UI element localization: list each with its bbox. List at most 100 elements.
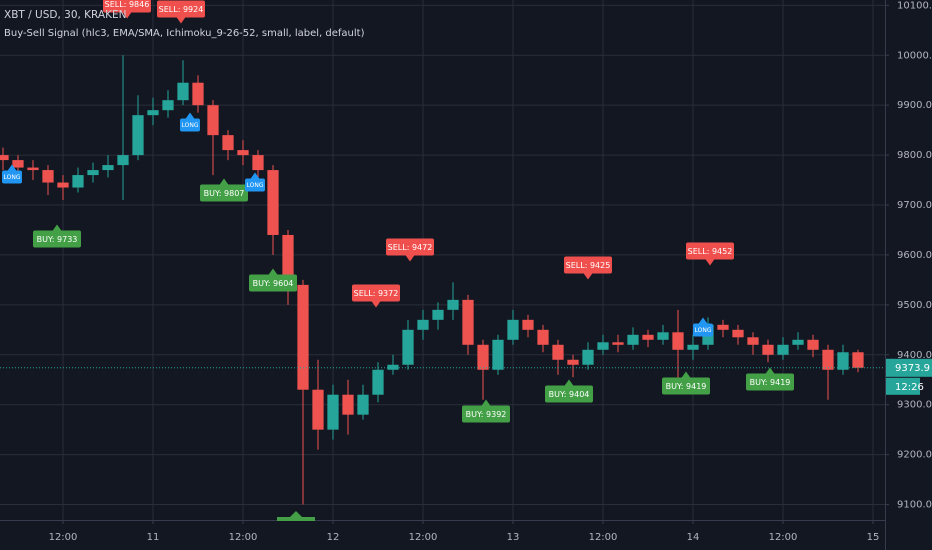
y-tick-label: 9300.0 — [897, 400, 932, 411]
axes: 9100.0 9200.0 9300.0 9400.0 9500.0 9600.0 9700… — [49, 0, 932, 543]
chart-title: XBT / USD, 30, KRAKEN — [4, 9, 126, 21]
candle-body — [27, 167, 39, 171]
signal-pointer — [268, 268, 278, 276]
candle-body — [357, 394, 369, 415]
signal-pointer — [705, 258, 715, 266]
candle-body — [642, 334, 654, 340]
x-tick-label: 15 — [867, 532, 880, 543]
signal-box — [746, 373, 794, 391]
candle-body — [537, 329, 549, 345]
candles — [0, 55, 885, 505]
candle-body — [717, 324, 729, 330]
candle-body — [42, 170, 54, 183]
candle-body — [207, 105, 219, 136]
signal-box — [545, 385, 593, 403]
signal-label: BUY: 9733 — [37, 235, 78, 244]
signal-pointer — [122, 11, 132, 19]
candle-body — [597, 342, 609, 350]
signal-box — [180, 118, 200, 132]
signal-box — [200, 184, 248, 202]
signal-box — [662, 377, 710, 395]
candle-body — [507, 319, 519, 340]
candle-body — [462, 299, 474, 345]
candle-body — [732, 329, 744, 338]
y-tick-label: 10000.0 — [897, 50, 932, 61]
candle-body — [0, 155, 9, 161]
signal-pointer — [185, 112, 195, 120]
y-tick-label: 9700.0 — [897, 200, 932, 211]
x-tick-label: 12:00 — [49, 532, 78, 543]
candle-body — [102, 165, 114, 171]
y-tick-label: 9500.0 — [897, 300, 932, 311]
x-tick-label: 12:00 — [229, 532, 258, 543]
candle-body — [552, 344, 564, 360]
candle-body — [177, 82, 189, 101]
candle-body — [147, 110, 159, 116]
candle-body — [432, 309, 444, 320]
signals: SELL: 9846 SELL: 9924 BUY: 9733 BUY: 9807 BU… — [2, 0, 794, 521]
candle-body — [282, 234, 294, 285]
signal-label: LONG — [695, 327, 712, 334]
x-tick-label: 12 — [327, 532, 340, 543]
last-price-badge — [886, 358, 932, 377]
candle-body — [162, 100, 174, 111]
signal-label: BUY: 9807 — [204, 189, 245, 198]
signal-pointer — [681, 371, 691, 379]
candle-body — [657, 332, 669, 340]
y-tick-label: 9800.0 — [897, 150, 932, 161]
candle-body — [267, 170, 279, 235]
candle-body — [12, 160, 24, 168]
signal-pointer — [52, 224, 62, 232]
candle-body — [192, 82, 204, 106]
candle-body — [387, 364, 399, 370]
signal-box — [2, 170, 22, 184]
candle-body — [837, 352, 849, 370]
candle-body — [807, 339, 819, 350]
signal-pointer — [564, 379, 574, 387]
candle-body — [372, 369, 384, 395]
signal-pointer — [698, 317, 708, 325]
candle-body — [417, 319, 429, 330]
candle-body — [627, 334, 639, 345]
candle-body — [612, 342, 624, 345]
signal-box — [249, 274, 297, 292]
signal-pointer — [583, 272, 593, 280]
last-price-label: 9373.9 — [895, 363, 930, 374]
candle-body — [57, 182, 69, 188]
signal-pointer — [765, 367, 775, 375]
candle-body — [567, 359, 579, 365]
candle-body — [237, 150, 249, 156]
signal-label: BUY: 9392 — [466, 410, 507, 419]
signal-box — [33, 230, 81, 248]
signal-box — [564, 256, 612, 274]
signal-pointer — [481, 399, 491, 407]
candle-body — [477, 344, 489, 370]
signal-label: LONG — [4, 174, 21, 181]
candle-body — [582, 349, 594, 365]
candle-body — [297, 284, 309, 390]
y-tick-label: 9200.0 — [897, 450, 932, 461]
signal-pointer — [7, 164, 17, 172]
signal-pointer — [219, 178, 229, 186]
signal-pointer — [371, 300, 381, 308]
signal-box — [462, 405, 510, 423]
y-tick-label: 9900.0 — [897, 100, 932, 111]
x-tick-label: 14 — [687, 532, 700, 543]
candle-body — [117, 155, 129, 166]
candle-body — [522, 319, 534, 330]
x-tick-label: 12:00 — [769, 532, 798, 543]
x-tick-label: 11 — [147, 532, 160, 543]
candle-body — [792, 339, 804, 345]
candle-body — [87, 170, 99, 176]
candle-body — [687, 344, 699, 350]
signal-box — [686, 242, 734, 260]
signal-label: BUY: 9404 — [549, 390, 590, 399]
signal-pointer — [289, 511, 303, 518]
signal-pointer — [405, 254, 415, 262]
signal-pointer — [176, 16, 186, 24]
signal-label: SELL: 9425 — [566, 261, 611, 270]
indicator-label: Buy-Sell Signal (hlc3, EMA/SMA, Ichimoku… — [4, 28, 365, 39]
countdown-badge — [886, 377, 920, 395]
